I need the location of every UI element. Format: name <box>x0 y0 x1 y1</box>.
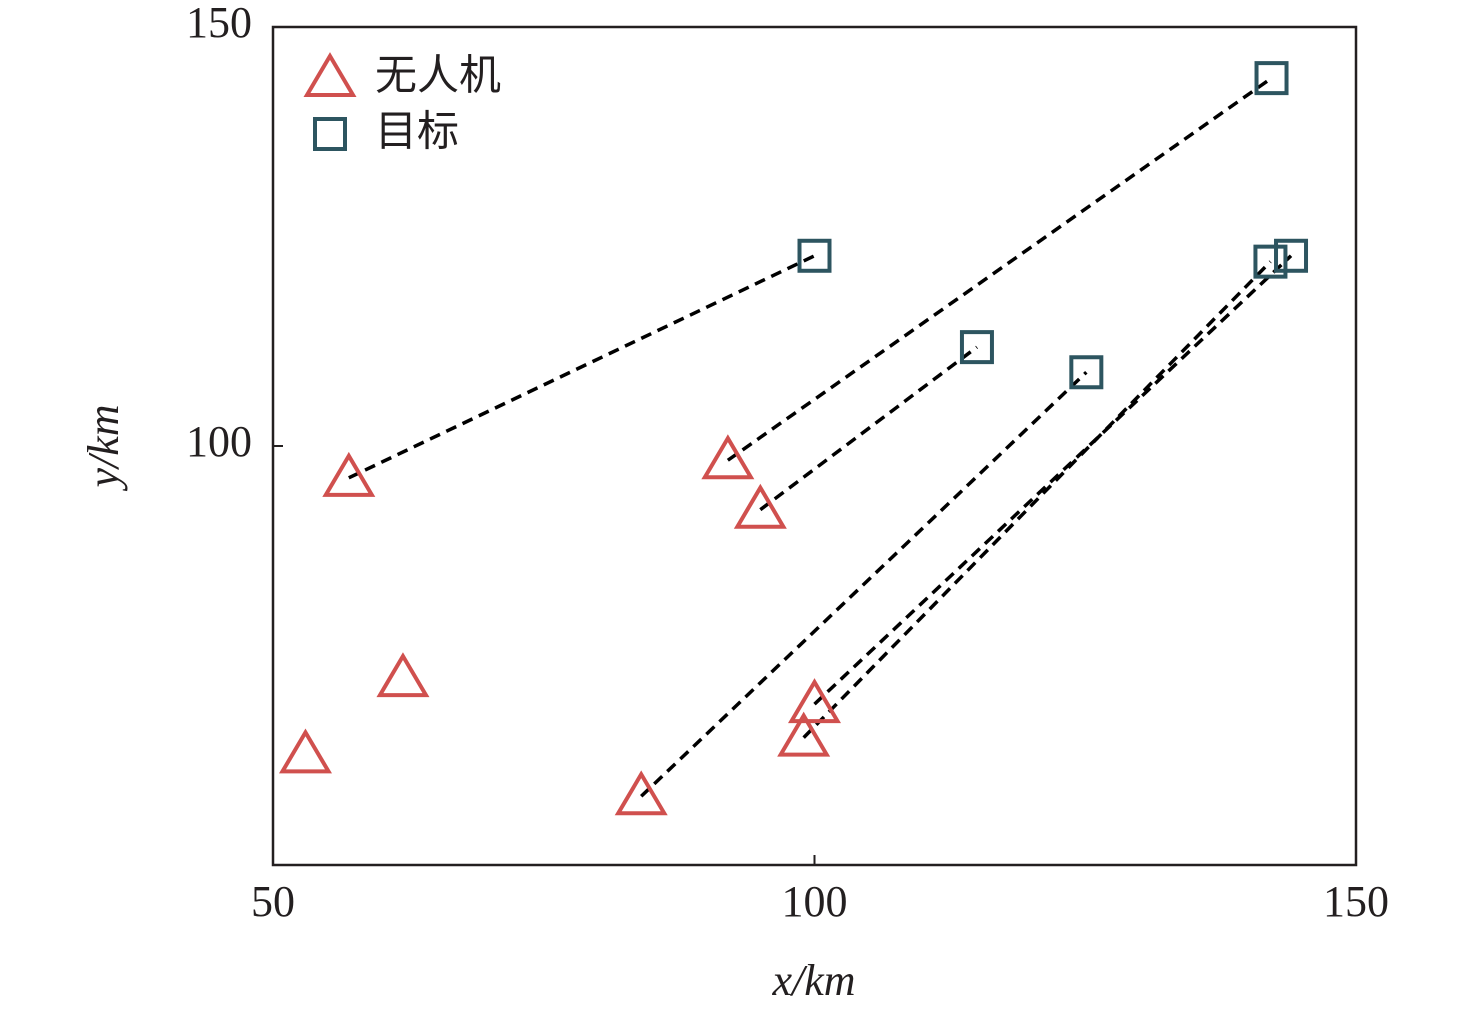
square-marker <box>1253 244 1288 279</box>
square-marker <box>313 117 347 151</box>
legend-label: 无人机 <box>375 51 501 100</box>
triangle-marker <box>787 678 842 724</box>
square-marker <box>1069 355 1104 390</box>
triangle-marker <box>733 483 787 529</box>
assignment-line <box>802 260 1272 739</box>
square-marker <box>1254 61 1289 96</box>
triangle-marker <box>376 652 430 698</box>
y-tick-label: 100 <box>186 417 252 466</box>
triangle-marker <box>701 434 755 480</box>
assignment-line <box>726 76 1273 462</box>
square-marker <box>797 238 832 273</box>
y-axis-label: y/km <box>79 404 128 491</box>
x-tick-label: 150 <box>1323 877 1389 926</box>
x-tick-label: 50 <box>251 877 295 926</box>
x-tick-label: 100 <box>782 877 848 926</box>
square-marker <box>959 330 994 365</box>
legend-label: 目标 <box>375 107 459 156</box>
assignment-line <box>813 254 1293 706</box>
triangle-marker <box>614 770 668 816</box>
triangle-marker <box>777 711 831 757</box>
triangle-marker <box>303 52 357 97</box>
square-marker <box>1274 238 1309 273</box>
assignment-line <box>759 345 979 512</box>
triangle-marker <box>278 728 332 774</box>
y-tick-label: 150 <box>186 0 252 47</box>
triangle-marker <box>322 451 376 497</box>
assignment-line <box>640 370 1088 798</box>
assignment-line <box>348 254 816 480</box>
x-axis-label: x/km <box>771 956 855 1005</box>
